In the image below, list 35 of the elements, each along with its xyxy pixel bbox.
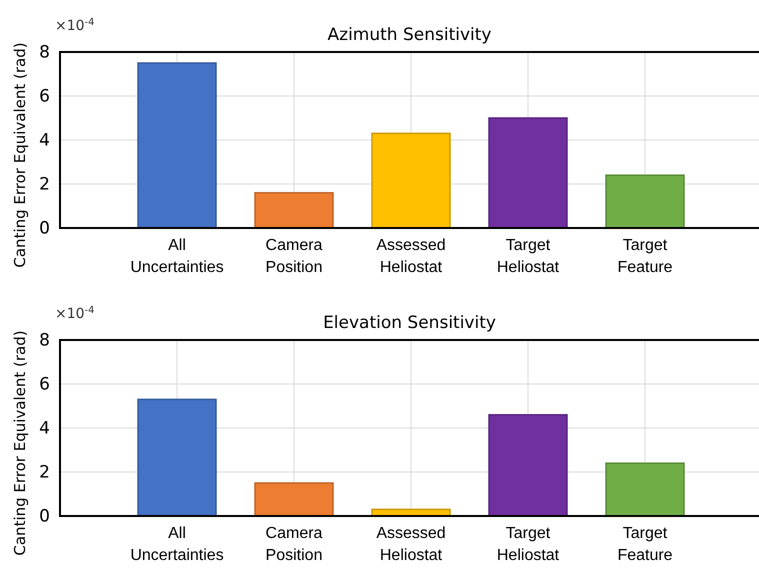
x-tick-label: Assessed Heliostat <box>376 525 446 564</box>
bar <box>137 62 217 229</box>
y-axis-title: Canting Error Equivalent (rad) <box>11 330 29 556</box>
bar <box>488 117 568 229</box>
y-axis-title: Canting Error Equivalent (rad) <box>11 42 29 268</box>
bar <box>488 414 568 517</box>
y-tick-label: 0 <box>39 218 50 238</box>
y-tick-label: 6 <box>39 86 50 106</box>
x-tick-label: Target Feature <box>617 525 673 564</box>
bar <box>605 174 685 229</box>
text: ×10$^{-4}$ <box>55 304 94 322</box>
x-tick-label: All Uncertainties <box>130 525 224 564</box>
y-tick-label: 0 <box>39 506 50 526</box>
x-tick-label: Assessed Heliostat <box>376 237 446 276</box>
bar <box>254 482 334 517</box>
bar <box>371 132 451 229</box>
x-tick-label: Target Heliostat <box>496 237 560 276</box>
y-tick-label: 8 <box>39 330 50 350</box>
y-tick-label: 2 <box>39 174 50 194</box>
x-tick-label: Target Feature <box>617 237 673 276</box>
chart-title: Azimuth Sensitivity <box>328 25 492 45</box>
text: ×10$^{-4}$ <box>55 16 94 34</box>
x-tick-label: Target Heliostat <box>496 525 560 564</box>
y-tick-label: 4 <box>39 130 50 150</box>
bar <box>254 192 334 229</box>
y-tick-label: 8 <box>39 42 50 62</box>
y-tick-label: 2 <box>39 462 50 482</box>
x-tick-label: Camera Position <box>266 237 323 276</box>
chart-title: Elevation Sensitivity <box>323 313 496 333</box>
y-tick-label: 6 <box>39 374 50 394</box>
x-tick-label: Camera Position <box>266 525 323 564</box>
x-tick-label: All Uncertainties <box>130 237 224 276</box>
y-tick-label: 4 <box>39 418 50 438</box>
bar <box>605 462 685 517</box>
bar <box>137 398 217 517</box>
